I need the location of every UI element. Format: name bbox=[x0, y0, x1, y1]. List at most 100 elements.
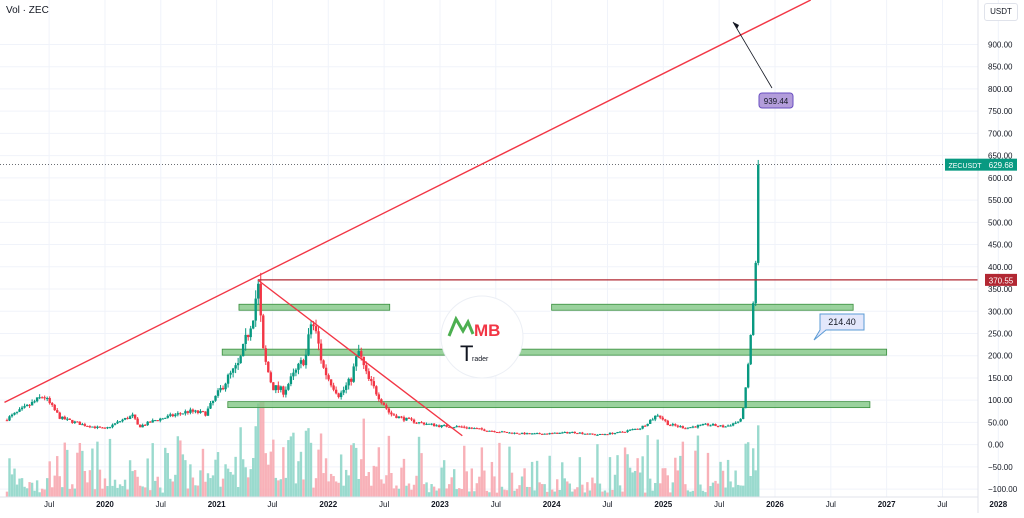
volume-bar bbox=[696, 435, 700, 497]
currency-button[interactable]: USDT bbox=[984, 3, 1018, 21]
candle bbox=[578, 432, 582, 434]
x-tick-label: 2024 bbox=[543, 500, 561, 509]
volume-bar bbox=[739, 485, 742, 497]
volume-bar bbox=[566, 481, 569, 497]
volume-bar bbox=[465, 471, 468, 497]
volume-bar bbox=[603, 490, 607, 497]
volume-bar bbox=[136, 476, 139, 497]
volume-bar bbox=[548, 455, 551, 497]
volume-bar bbox=[525, 486, 529, 497]
volume-bar bbox=[116, 487, 119, 497]
volume-bar bbox=[415, 475, 418, 497]
volume-bar bbox=[664, 468, 667, 497]
volume-bar bbox=[540, 484, 544, 497]
candle bbox=[528, 433, 531, 435]
volume-bar bbox=[510, 472, 514, 497]
volume-bar bbox=[410, 489, 413, 497]
candle bbox=[749, 334, 752, 365]
volume-bar bbox=[674, 457, 677, 497]
volume-bar bbox=[304, 430, 308, 497]
y-tick-label: 50.00 bbox=[988, 418, 1009, 427]
volume-bar bbox=[706, 452, 710, 497]
volume-bar bbox=[329, 473, 333, 497]
volume-bar bbox=[254, 426, 257, 497]
candle bbox=[48, 398, 51, 404]
volume-bar bbox=[241, 459, 245, 497]
candle bbox=[656, 415, 659, 417]
candle bbox=[342, 389, 345, 393]
candle bbox=[51, 403, 54, 405]
volume-bar bbox=[505, 490, 509, 497]
volume-bar bbox=[249, 469, 252, 497]
candle bbox=[757, 164, 760, 263]
volume-bar bbox=[216, 452, 220, 497]
candle bbox=[616, 431, 619, 434]
candle bbox=[425, 423, 428, 425]
candle bbox=[573, 431, 577, 434]
candle bbox=[435, 425, 438, 427]
volume-bar bbox=[83, 470, 87, 497]
y-tick-label: 200.00 bbox=[988, 352, 1013, 361]
candle bbox=[588, 433, 592, 435]
candle bbox=[460, 426, 463, 428]
candle bbox=[264, 348, 267, 362]
volume-bar bbox=[357, 479, 360, 497]
volume-bar bbox=[201, 448, 205, 497]
volume-bar bbox=[606, 492, 609, 497]
candle bbox=[442, 425, 446, 427]
candle bbox=[164, 417, 167, 419]
candle bbox=[513, 432, 516, 434]
candle bbox=[726, 425, 730, 427]
volume-bar bbox=[239, 427, 242, 497]
volume-bar bbox=[18, 478, 21, 497]
candle bbox=[267, 361, 270, 373]
volume-bar bbox=[314, 478, 318, 497]
volume-bar bbox=[103, 478, 107, 497]
volume-bar bbox=[342, 485, 345, 497]
candle bbox=[18, 409, 21, 412]
candle bbox=[221, 387, 225, 390]
candle bbox=[405, 417, 408, 421]
candle bbox=[654, 415, 657, 420]
volume-bar bbox=[370, 485, 373, 497]
candle bbox=[651, 419, 654, 421]
volume-bar bbox=[661, 468, 664, 497]
volume-bar bbox=[656, 439, 659, 497]
volume-bar bbox=[714, 480, 717, 497]
candle bbox=[746, 364, 750, 388]
volume-bar bbox=[385, 475, 388, 497]
volume-bar bbox=[151, 443, 154, 497]
candle bbox=[385, 405, 388, 409]
volume-bar bbox=[535, 460, 539, 497]
volume-bar bbox=[455, 489, 458, 497]
candle bbox=[576, 433, 579, 435]
candle bbox=[392, 414, 396, 416]
candle bbox=[194, 410, 197, 412]
volume-bar bbox=[729, 481, 732, 497]
candle bbox=[719, 425, 722, 427]
candle bbox=[136, 418, 139, 425]
y-tick-label: −100.00 bbox=[988, 485, 1018, 494]
candle bbox=[676, 425, 680, 427]
volume-bar bbox=[515, 488, 519, 497]
volume-bar bbox=[48, 461, 51, 497]
volume-bar bbox=[56, 456, 59, 497]
volume-indicator-label[interactable]: Vol · ZEC bbox=[6, 5, 49, 16]
volume-bar bbox=[659, 483, 662, 497]
volume-bar bbox=[58, 476, 61, 497]
volume-bar bbox=[93, 489, 97, 497]
x-tick-label: Jul bbox=[826, 500, 836, 509]
callout-arrowhead bbox=[733, 22, 739, 29]
candle bbox=[289, 376, 293, 385]
volume-bar bbox=[432, 486, 436, 497]
candle bbox=[696, 425, 700, 428]
volume-bar bbox=[445, 488, 448, 497]
volume-bar bbox=[440, 467, 443, 497]
volume-bar bbox=[588, 490, 592, 497]
volume-bar bbox=[209, 478, 212, 497]
volume-bar bbox=[611, 489, 614, 497]
candle bbox=[83, 424, 87, 426]
